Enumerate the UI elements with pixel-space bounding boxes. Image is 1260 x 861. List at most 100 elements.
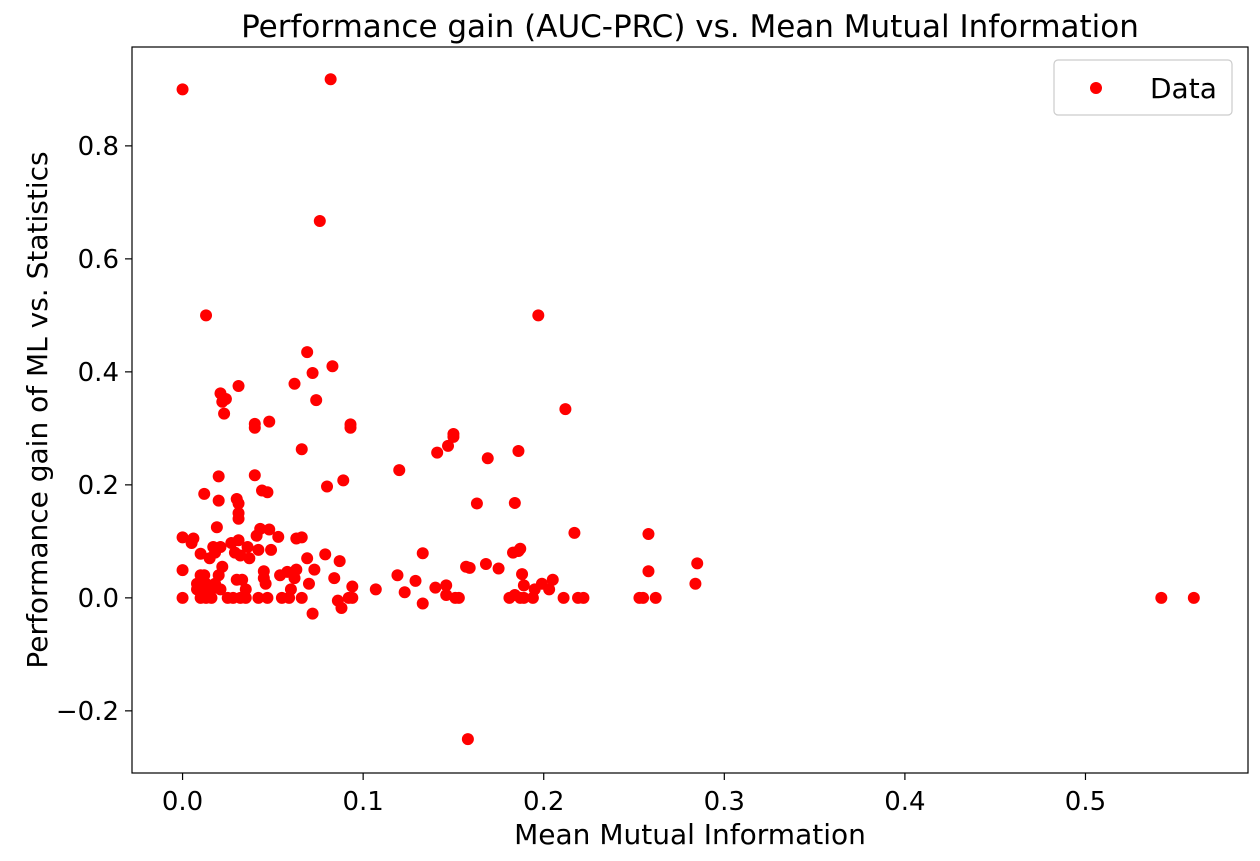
data-point xyxy=(324,73,337,86)
data-point xyxy=(261,591,274,604)
data-point xyxy=(481,452,494,465)
data-point xyxy=(248,469,261,482)
data-point xyxy=(319,548,332,561)
data-point xyxy=(308,563,321,576)
x-tick-label: 0.1 xyxy=(342,787,383,817)
data-point xyxy=(337,474,350,487)
data-point xyxy=(517,591,530,604)
data-point xyxy=(295,443,308,456)
data-point xyxy=(326,360,339,373)
data-point xyxy=(194,547,207,560)
data-point xyxy=(248,421,261,434)
data-point xyxy=(176,83,189,96)
data-point xyxy=(642,528,655,541)
data-point xyxy=(442,439,455,452)
data-point xyxy=(557,591,570,604)
data-point xyxy=(398,586,411,599)
data-point xyxy=(440,579,453,592)
data-point xyxy=(313,215,326,228)
data-point xyxy=(409,574,422,587)
data-point xyxy=(416,547,429,560)
data-point xyxy=(516,568,529,581)
data-point xyxy=(232,512,245,525)
data-point xyxy=(272,530,285,543)
data-point xyxy=(243,552,256,565)
plot-frame xyxy=(131,46,1249,774)
data-point xyxy=(1155,591,1168,604)
data-point xyxy=(642,565,655,578)
data-point xyxy=(176,564,189,577)
data-point xyxy=(218,407,231,420)
data-point xyxy=(176,531,189,544)
data-point xyxy=(210,521,223,534)
data-point xyxy=(321,480,334,493)
data-point xyxy=(429,581,442,594)
data-point xyxy=(203,552,216,565)
data-point xyxy=(241,541,254,554)
data-point xyxy=(259,577,272,590)
y-axis-label: Performance gain of ML vs. Statistics xyxy=(21,151,54,668)
x-tick-label: 0.5 xyxy=(1065,787,1106,817)
data-point xyxy=(236,573,249,586)
data-point xyxy=(274,569,287,582)
data-point xyxy=(214,583,227,596)
data-point xyxy=(416,597,429,610)
data-point xyxy=(301,346,314,359)
data-point xyxy=(200,309,213,322)
data-point xyxy=(559,403,572,416)
y-tick-label: 0.8 xyxy=(78,132,119,162)
data-point xyxy=(479,557,492,570)
data-point xyxy=(568,526,581,539)
data-point xyxy=(306,607,319,620)
data-point xyxy=(288,572,301,585)
data-point xyxy=(263,415,276,428)
data-point xyxy=(335,602,348,615)
data-point xyxy=(344,421,357,434)
y-tick-label: 0.0 xyxy=(78,584,119,614)
data-point xyxy=(577,591,590,604)
chart-title: Performance gain (AUC-PRC) vs. Mean Mutu… xyxy=(241,9,1139,45)
data-point xyxy=(391,569,404,582)
data-point xyxy=(543,583,556,596)
legend-marker xyxy=(1090,82,1102,94)
data-point xyxy=(532,309,545,322)
data-point xyxy=(198,487,211,500)
data-point xyxy=(205,591,218,604)
y-tick-label: 0.2 xyxy=(78,471,119,501)
data-point xyxy=(393,464,406,477)
data-point xyxy=(649,591,662,604)
data-point xyxy=(212,494,225,507)
data-point xyxy=(232,379,245,392)
data-point xyxy=(447,430,460,443)
x-tick-label: 0.4 xyxy=(884,787,925,817)
y-tick-label: 0.6 xyxy=(78,245,119,275)
data-point xyxy=(232,497,245,510)
data-point xyxy=(637,591,650,604)
data-point xyxy=(252,543,265,556)
data-point xyxy=(302,577,315,590)
y-axis-ticks: −0.2 0.0 0.2 0.4 0.6 0.8 xyxy=(56,132,132,727)
y-tick-label: 0.4 xyxy=(78,358,119,388)
data-point xyxy=(301,552,314,565)
data-point xyxy=(288,377,301,390)
data-point xyxy=(225,537,238,550)
x-tick-label: 0.3 xyxy=(704,787,745,817)
data-point xyxy=(239,591,252,604)
data-point xyxy=(261,486,274,499)
data-point xyxy=(1187,591,1200,604)
data-point xyxy=(250,529,263,542)
data-point xyxy=(295,591,308,604)
data-point xyxy=(234,549,247,562)
data-point xyxy=(461,733,474,746)
data-point xyxy=(328,572,341,585)
data-point xyxy=(310,394,323,407)
data-point xyxy=(512,444,525,457)
data-point xyxy=(185,537,198,550)
data-point xyxy=(526,591,539,604)
x-axis-label: Mean Mutual Information xyxy=(514,818,866,851)
data-point xyxy=(212,470,225,483)
data-point xyxy=(176,591,189,604)
data-point xyxy=(295,531,308,544)
data-point xyxy=(440,589,453,602)
